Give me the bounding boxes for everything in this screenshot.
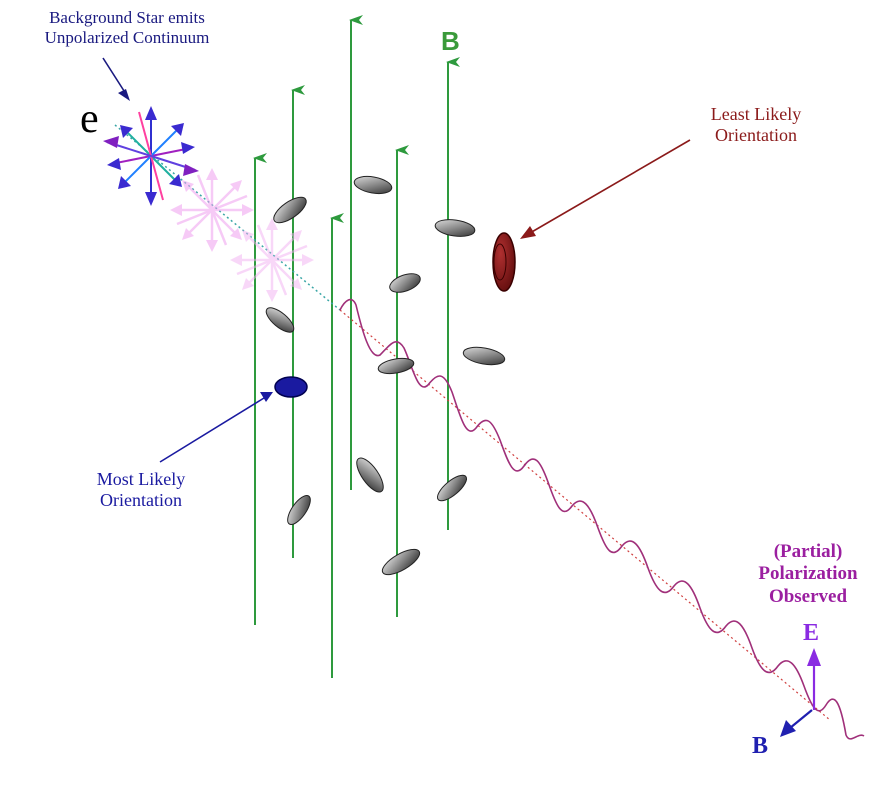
least-likely-callout-arrow bbox=[529, 139, 691, 234]
callout-arrows bbox=[102, 57, 691, 463]
light-path bbox=[114, 124, 831, 721]
magnetic-field-lines bbox=[253, 15, 460, 678]
observed-line2: Polarization bbox=[758, 563, 858, 585]
b-vector-arrow bbox=[789, 709, 813, 729]
least-likely-label: Least Likely Orientation bbox=[676, 104, 836, 146]
least-likely-grain bbox=[492, 232, 516, 292]
dust-grain bbox=[436, 474, 468, 502]
most-likely-callout-arrow bbox=[159, 397, 265, 463]
dust-grain bbox=[462, 346, 506, 366]
dust-grain bbox=[356, 457, 384, 493]
dust-grain bbox=[287, 495, 311, 525]
dust-grain bbox=[434, 219, 476, 237]
dust-grain bbox=[273, 196, 307, 224]
most-likely-grain bbox=[274, 376, 308, 398]
dust-grains bbox=[265, 175, 506, 576]
field-b-label: B bbox=[441, 26, 460, 56]
fading-star-icon bbox=[170, 168, 254, 252]
observed-line3: Observed bbox=[768, 585, 848, 607]
most-likely-label: Most Likely Orientation bbox=[66, 469, 216, 511]
least-likely-line1: Least Likely bbox=[710, 104, 802, 124]
star-label-line1: Background Star emits bbox=[49, 8, 205, 27]
star-label-line2: Unpolarized Continuum bbox=[44, 28, 210, 48]
dust-grain bbox=[377, 357, 415, 375]
dust-grain bbox=[381, 548, 421, 576]
polarized-wave bbox=[339, 298, 865, 740]
most-likely-line1: Most Likely bbox=[96, 469, 186, 489]
dust-grain bbox=[265, 307, 295, 333]
least-likely-line2: Orientation bbox=[715, 125, 797, 146]
e-vector-label: E bbox=[803, 620, 820, 646]
dust-grain bbox=[353, 175, 393, 195]
most-likely-line2: Orientation bbox=[100, 490, 182, 511]
electron-label: e bbox=[80, 96, 99, 142]
background-star-icon bbox=[103, 106, 199, 206]
observed-label: (Partial) Polarization Observed bbox=[740, 541, 876, 608]
star-label: Background Star emits Unpolarized Contin… bbox=[4, 8, 250, 48]
b-vector-label: B bbox=[752, 733, 769, 759]
dust-grain bbox=[389, 273, 421, 293]
observed-line1: (Partial) bbox=[773, 541, 843, 562]
star-callout-arrow bbox=[102, 57, 127, 95]
observed-vectors bbox=[780, 648, 821, 737]
fading-star-icon bbox=[230, 218, 314, 302]
